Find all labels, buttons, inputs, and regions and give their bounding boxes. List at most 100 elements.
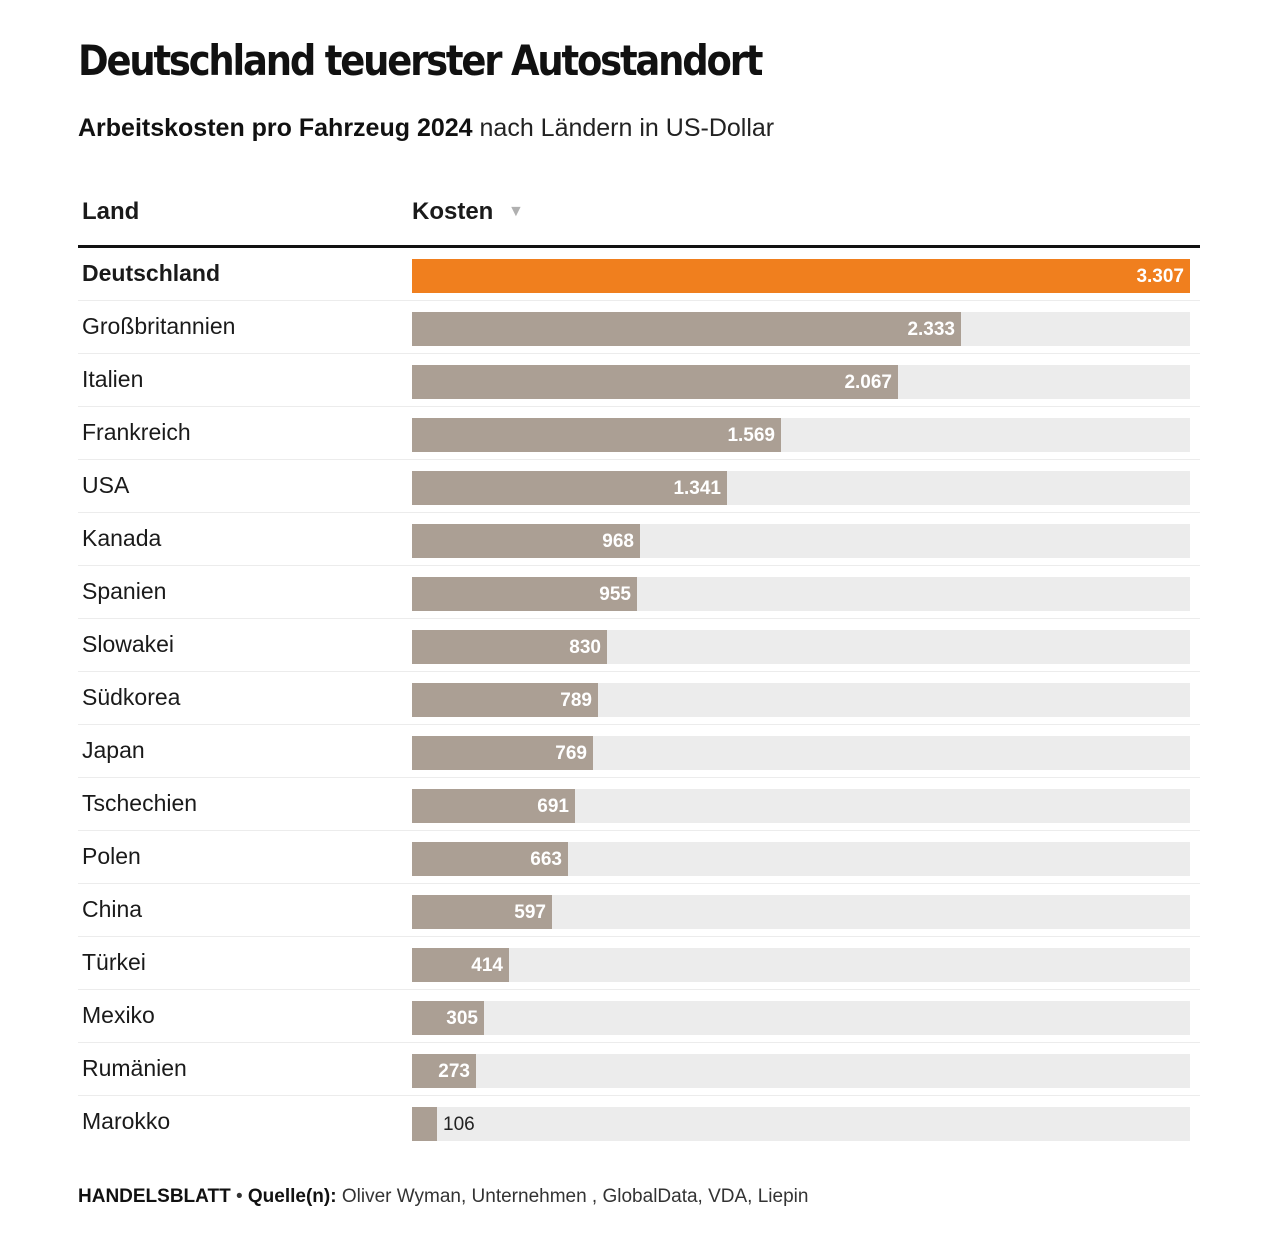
publisher-label: HANDELSBLATT (78, 1186, 231, 1207)
bar-track: 968 (412, 524, 1190, 558)
country-label: Polen (82, 843, 141, 869)
bar (412, 471, 727, 505)
bar-value-label: 305 (446, 1008, 478, 1029)
bar-track: 2.067 (412, 365, 1190, 399)
table-row: Polen 663 (78, 831, 1200, 884)
country-label: Großbritannien (82, 313, 236, 339)
country-label: Deutschland (82, 260, 221, 286)
bar-value-label: 830 (569, 637, 601, 658)
bar-value-label: 1.341 (673, 478, 721, 499)
table-row: Mexiko 305 (78, 990, 1200, 1043)
bar-track: 305 (412, 1001, 1190, 1035)
bar (412, 630, 607, 664)
subtitle-bold: Arbeitskosten pro Fahrzeug 2024 (78, 114, 473, 142)
table-row: Südkorea 789 (78, 672, 1200, 725)
bar-value-label: 106 (443, 1114, 475, 1135)
bar (412, 789, 575, 823)
table-row: Frankreich 1.569 (78, 407, 1200, 460)
chart-title: Deutschland teuerster Autostandort (78, 36, 763, 85)
table-row: Slowakei 830 (78, 619, 1200, 672)
bar-value-label: 663 (530, 849, 562, 870)
country-label: Slowakei (82, 631, 175, 657)
bar-track: 414 (412, 948, 1190, 982)
column-header-kosten[interactable]: Kosten (412, 198, 494, 225)
table-row: Japan 769 (78, 725, 1200, 778)
bar-value-label: 955 (599, 584, 631, 605)
country-label: Italien (82, 366, 144, 392)
bar (412, 1054, 476, 1088)
bar (412, 895, 552, 929)
bar-value-label: 691 (537, 796, 569, 817)
bar-value-label: 2.333 (907, 319, 955, 340)
table-row: Tschechien 691 (78, 778, 1200, 831)
bar (412, 312, 961, 346)
bar-track: 769 (412, 736, 1190, 770)
column-header-land[interactable]: Land (82, 198, 140, 225)
country-label: Rumänien (82, 1055, 187, 1081)
table-row: China 597 (78, 884, 1200, 937)
source-text: Oliver Wyman, Unternehmen , GlobalData, … (336, 1186, 809, 1207)
bar-table: Deutschland 3.307 Großbritannien 2.333 Itali… (78, 248, 1200, 1149)
country-label: Mexiko (82, 1002, 155, 1028)
bar-track: 955 (412, 577, 1190, 611)
bar (412, 948, 509, 982)
chart-subtitle: Arbeitskosten pro Fahrzeug 2024 nach Län… (78, 114, 774, 143)
table-row: Spanien 955 (78, 566, 1200, 619)
bar (412, 524, 640, 558)
table-row: Großbritannien 2.333 (78, 301, 1200, 354)
country-label: Kanada (82, 525, 162, 551)
bar (412, 1001, 484, 1035)
bar-value-label: 789 (560, 690, 592, 711)
footer-separator: • (230, 1186, 248, 1207)
header-divider (78, 245, 1200, 248)
table-row: Türkei 414 (78, 937, 1200, 990)
country-label: Spanien (82, 578, 167, 604)
bar (412, 365, 898, 399)
bar-track: 789 (412, 683, 1190, 717)
table-row: Italien 2.067 (78, 354, 1200, 407)
bar-track: 691 (412, 789, 1190, 823)
bar-value-label: 2.067 (844, 372, 892, 393)
bar-track: 2.333 (412, 312, 1190, 346)
country-label: Frankreich (82, 419, 191, 445)
country-label: Türkei (82, 949, 146, 975)
source-label: Quelle(n): (247, 1186, 337, 1207)
bar (412, 259, 1190, 293)
bar-track: 273 (412, 1054, 1190, 1088)
country-label: USA (82, 472, 130, 498)
sort-descending-icon[interactable]: ▼ (508, 203, 524, 220)
bar-track: 597 (412, 895, 1190, 929)
bar-value-label: 769 (555, 743, 587, 764)
bar-track: 663 (412, 842, 1190, 876)
table-row: Rumänien 273 (78, 1043, 1200, 1096)
bar (412, 418, 781, 452)
bar (412, 683, 598, 717)
bar (412, 577, 637, 611)
country-label: Marokko (82, 1108, 171, 1134)
bar-track: 3.307 (412, 259, 1190, 293)
country-label: Japan (82, 737, 145, 763)
bar-value-label: 1.569 (727, 425, 775, 446)
table-row: Kanada 968 (78, 513, 1200, 566)
bar (412, 842, 568, 876)
bar (412, 736, 593, 770)
table-row: USA 1.341 (78, 460, 1200, 513)
table-row: Marokko 106 (78, 1096, 1200, 1149)
country-label: Tschechien (82, 790, 198, 816)
bar-value-label: 414 (471, 955, 503, 976)
bar-track: 1.341 (412, 471, 1190, 505)
bar-track: 830 (412, 630, 1190, 664)
bar-value-label: 273 (438, 1061, 470, 1082)
table-row: Deutschland 3.307 (78, 248, 1200, 301)
bar-value-label: 3.307 (1136, 266, 1184, 287)
bar-track: 106 (412, 1107, 1190, 1141)
source-footer: HANDELSBLATT • Quelle(n): Oliver Wyman, … (78, 1186, 808, 1208)
table-header: Land Kosten ▼ (78, 196, 1200, 246)
subtitle-rest: nach Ländern in US-Dollar (472, 114, 775, 142)
country-label: Südkorea (82, 684, 181, 710)
country-label: China (82, 896, 143, 922)
bar-value-label: 968 (602, 531, 634, 552)
bar-track: 1.569 (412, 418, 1190, 452)
bar-value-label: 597 (514, 902, 546, 923)
bar (412, 1107, 437, 1141)
